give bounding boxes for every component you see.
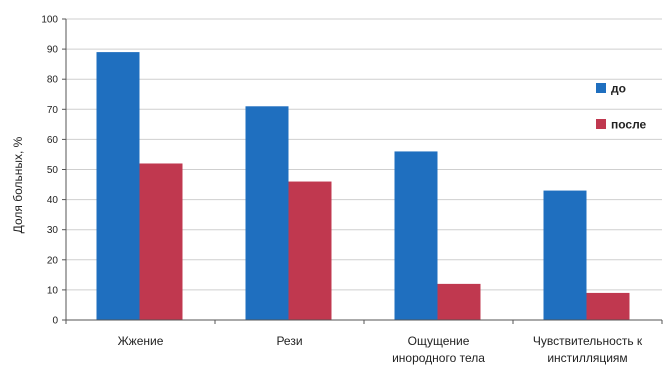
bar-before [394,151,438,320]
y-tick-label: 40 [47,195,59,206]
x-category-label: Жжение [118,334,164,348]
y-tick-label: 50 [47,165,59,176]
bar-after [139,163,183,320]
bars [96,52,630,321]
bar-before [245,106,289,320]
y-tick-label: 10 [47,285,59,296]
bar-before [96,52,140,321]
y-axis-title: Доля больных, % [11,136,25,233]
legend-swatch [596,83,606,93]
y-tick-label: 70 [47,105,59,116]
x-category-label: Чувствительность к [533,334,643,348]
x-category-label: инстилляциям [547,351,627,365]
y-tick-label: 60 [47,135,59,146]
bar-after [586,292,630,320]
x-category-labels: Жжение Рези Ощущение инородного тела Чувстви… [118,334,643,365]
x-category-label: Ощущение [408,334,470,348]
x-category-label: инородного тела [392,351,485,365]
bar-before [543,190,587,320]
y-tick-labels: 0 10 20 30 40 50 60 70 80 90 100 [41,15,58,327]
x-category-label: Рези [276,334,302,348]
y-tick-label: 30 [47,225,59,236]
legend: до после [596,82,647,132]
bar-after [288,181,332,320]
bar-after [437,283,481,320]
y-tick-label: 20 [47,255,59,266]
y-tick-label: 100 [41,15,58,26]
legend-swatch [596,119,606,129]
legend-label: до [611,82,626,96]
legend-label: после [611,118,647,132]
y-tick-label: 80 [47,75,59,86]
y-tick-label: 90 [47,45,59,56]
y-tick-label: 0 [52,316,58,327]
axes [62,18,663,324]
